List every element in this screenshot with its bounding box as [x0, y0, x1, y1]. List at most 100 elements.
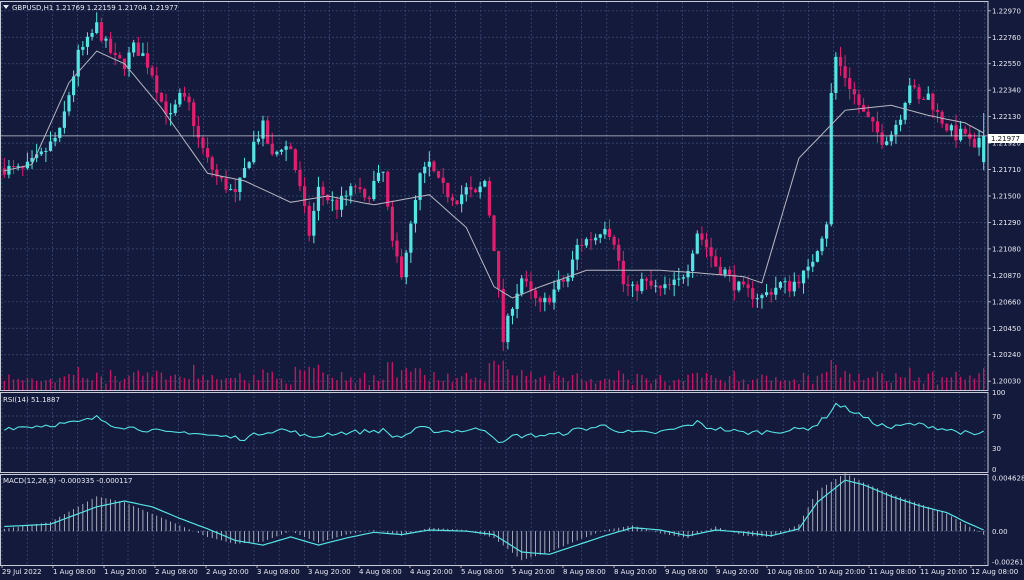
candle-body[interactable] [353, 186, 358, 188]
candle-body[interactable] [418, 173, 422, 200]
candle-body[interactable] [427, 161, 431, 167]
candle-body[interactable] [880, 132, 884, 145]
candle-body[interactable] [871, 117, 875, 122]
candle-body[interactable] [266, 120, 270, 144]
candle-body[interactable] [714, 256, 718, 267]
candle-body[interactable] [709, 247, 713, 257]
candle-body[interactable] [196, 126, 200, 138]
candle-body[interactable] [926, 93, 930, 100]
candle-body[interactable] [764, 292, 769, 296]
candle-body[interactable] [404, 252, 408, 278]
candle-body[interactable] [173, 104, 177, 114]
candle-body[interactable] [132, 42, 136, 53]
candle-body[interactable] [557, 279, 561, 290]
candle-body[interactable] [857, 94, 861, 105]
candle-body[interactable] [501, 288, 505, 343]
candle-body[interactable] [90, 33, 94, 37]
candle-body[interactable] [72, 76, 76, 96]
candle-body[interactable] [141, 53, 145, 56]
candle-body[interactable] [464, 187, 468, 195]
candle-body[interactable] [931, 93, 935, 110]
candle-body[interactable] [58, 127, 62, 138]
candle-body[interactable] [423, 166, 427, 174]
candle-body[interactable] [958, 128, 963, 141]
candle-body[interactable] [436, 171, 441, 178]
candle-body[interactable] [113, 52, 117, 56]
candle-body[interactable] [67, 95, 71, 112]
candle-body[interactable] [774, 287, 778, 295]
candle-body[interactable] [949, 125, 953, 131]
candle-body[interactable] [473, 189, 478, 193]
candle-body[interactable] [316, 186, 321, 211]
candle-body[interactable] [238, 177, 242, 192]
candle-body[interactable] [552, 289, 556, 303]
candle-body[interactable] [159, 92, 163, 102]
candle-body[interactable] [25, 161, 30, 169]
candle-body[interactable] [945, 123, 949, 131]
candle-body[interactable] [935, 109, 940, 112]
candle-body[interactable] [524, 278, 528, 282]
candle-body[interactable] [136, 42, 140, 56]
candle-body[interactable] [820, 238, 824, 252]
candle-body[interactable] [242, 167, 247, 178]
candle-body[interactable] [192, 102, 196, 127]
candle-body[interactable] [487, 180, 491, 216]
candle-body[interactable] [178, 92, 182, 105]
candle-body[interactable] [81, 46, 85, 50]
candle-body[interactable] [898, 119, 903, 125]
candle-body[interactable] [344, 195, 348, 197]
candle-body[interactable] [686, 270, 690, 278]
candle-body[interactable] [413, 199, 418, 224]
candle-body[interactable] [219, 176, 224, 179]
candle-body[interactable] [21, 166, 25, 169]
candle-body[interactable] [150, 67, 154, 76]
candle-body[interactable] [330, 199, 334, 201]
candle-body[interactable] [843, 66, 847, 79]
candle-body[interactable] [358, 187, 362, 190]
candle-body[interactable] [538, 298, 542, 303]
candle-body[interactable] [2, 168, 6, 175]
candle-body[interactable] [85, 36, 90, 47]
candle-body[interactable] [284, 146, 288, 150]
candle-body[interactable] [233, 188, 237, 192]
candle-body[interactable] [164, 101, 168, 115]
candle-body[interactable] [95, 22, 99, 34]
candle-body[interactable] [746, 284, 750, 289]
candle-body[interactable] [450, 197, 455, 201]
candle-body[interactable] [834, 56, 838, 93]
candle-body[interactable] [349, 186, 353, 196]
candle-body[interactable] [520, 278, 524, 294]
candle-body[interactable] [547, 297, 552, 303]
candle-body[interactable] [270, 143, 274, 155]
candle-body[interactable] [127, 52, 131, 70]
candle-body[interactable] [62, 111, 66, 128]
candle-body[interactable] [635, 284, 639, 292]
candle-body[interactable] [640, 278, 644, 292]
candle-body[interactable] [48, 141, 53, 151]
candle-body[interactable] [658, 285, 662, 289]
candle-body[interactable] [376, 172, 381, 181]
candle-body[interactable] [256, 138, 260, 142]
candle-body[interactable] [261, 120, 265, 139]
candle-body[interactable] [788, 281, 792, 292]
candle-body[interactable] [806, 266, 810, 271]
candle-body[interactable] [99, 22, 103, 41]
candle-body[interactable] [363, 189, 367, 198]
candle-body[interactable] [455, 200, 459, 205]
candle-body[interactable] [229, 188, 233, 190]
candle-body[interactable] [885, 141, 889, 145]
candle-body[interactable] [778, 282, 783, 288]
candle-body[interactable] [570, 259, 575, 278]
candle-body[interactable] [409, 223, 413, 253]
candle-body[interactable] [667, 284, 672, 286]
candle-body[interactable] [275, 151, 279, 155]
candle-body[interactable] [215, 169, 219, 177]
candle-body[interactable] [815, 251, 819, 262]
candle-body[interactable] [44, 150, 48, 152]
candle-body[interactable] [603, 228, 607, 235]
candle-body[interactable] [155, 75, 159, 93]
candle-body[interactable] [584, 239, 588, 246]
candle-body[interactable] [469, 187, 473, 190]
candle-body[interactable] [607, 228, 612, 237]
triangle-down-icon[interactable] [3, 5, 9, 9]
